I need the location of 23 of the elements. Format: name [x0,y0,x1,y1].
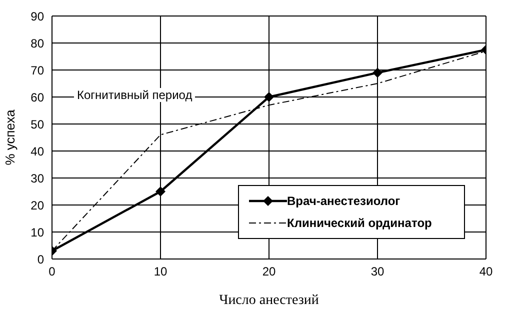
legend-label: Клинический ординатор [287,216,432,230]
y-tick-label: 0 [37,252,44,266]
y-axis-title: % успеха [2,108,18,166]
x-tick-label: 0 [48,264,56,279]
point [156,186,166,196]
point [372,68,382,78]
x-axis-title: Число анестезий [219,293,320,308]
y-tick-label: 10 [30,225,44,240]
y-tick-label: 30 [30,171,44,186]
x-tick-label: 30 [370,264,384,279]
y-tick-label: 50 [30,117,44,132]
y-tick-label: 90 [30,9,44,24]
y-tick-label: 70 [30,63,44,78]
x-tick-label: 40 [479,264,493,279]
x-tick-label: 10 [154,264,168,279]
annotation: Когнитивный период [74,88,196,102]
y-tick-label: 20 [30,198,44,212]
legend-label: Врач-анестезиолог [287,194,400,208]
y-tick-label: 40 [30,144,44,158]
y-tick-label: 60 [30,90,44,104]
x-tick-label: 20 [262,264,276,279]
point [264,92,274,102]
y-tick-label: 80 [30,36,44,50]
